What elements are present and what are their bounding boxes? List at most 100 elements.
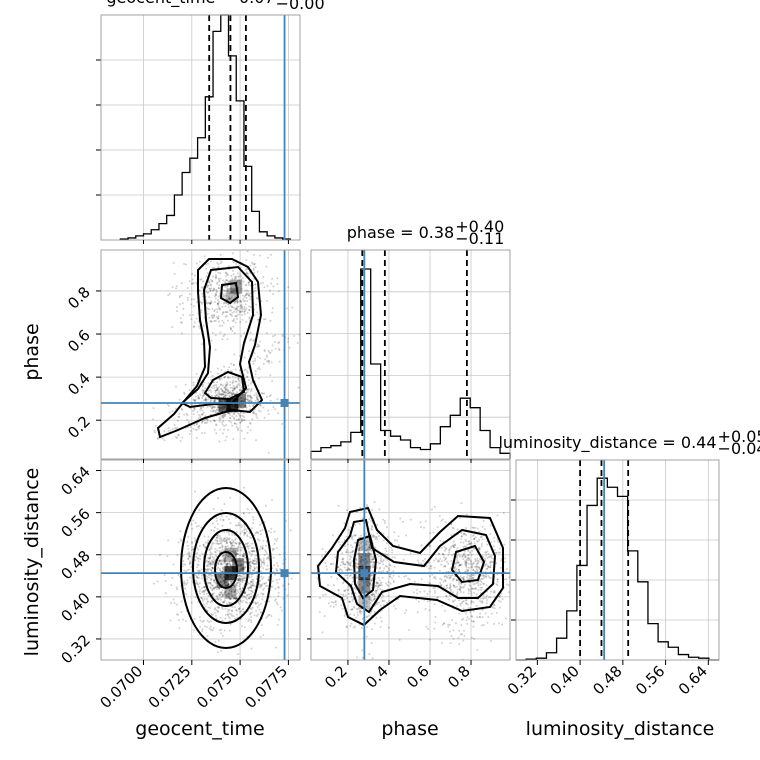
scatter-point bbox=[187, 420, 190, 423]
scatter-point bbox=[419, 521, 422, 524]
scatter-point bbox=[428, 575, 431, 578]
scatter-point bbox=[269, 394, 272, 397]
scatter-point bbox=[377, 570, 380, 573]
scatter-point bbox=[177, 613, 180, 616]
scatter-point bbox=[383, 599, 386, 602]
scatter-point bbox=[202, 603, 205, 606]
scatter-point bbox=[250, 608, 253, 611]
scatter-point bbox=[495, 562, 498, 565]
scatter-point bbox=[210, 628, 213, 631]
scatter-point bbox=[206, 582, 209, 585]
scatter-point bbox=[182, 563, 185, 566]
scatter-point bbox=[380, 584, 383, 587]
scatter-point bbox=[389, 575, 392, 578]
scatter-point bbox=[199, 626, 202, 629]
scatter-point bbox=[215, 288, 218, 291]
scatter-point bbox=[218, 550, 221, 553]
scatter-point bbox=[233, 387, 236, 390]
scatter-point bbox=[354, 523, 357, 526]
panel-frame bbox=[100, 14, 301, 241]
scatter-point bbox=[465, 559, 468, 562]
scatter-point bbox=[361, 601, 364, 604]
scatter-point bbox=[207, 382, 210, 385]
scatter-point bbox=[428, 581, 431, 584]
scatter-point bbox=[476, 540, 479, 543]
scatter-point bbox=[276, 581, 279, 584]
scatter-point bbox=[262, 576, 265, 579]
scatter-point bbox=[449, 642, 452, 645]
scatter-point bbox=[212, 613, 215, 616]
scatter-point bbox=[252, 559, 255, 562]
scatter-point bbox=[198, 427, 201, 430]
scatter-point bbox=[261, 544, 264, 547]
scatter-point bbox=[211, 584, 214, 587]
scatter-point bbox=[237, 546, 240, 549]
scatter-point bbox=[212, 288, 215, 291]
scatter-point bbox=[267, 613, 270, 616]
scatter-point bbox=[377, 593, 380, 596]
scatter-point bbox=[448, 577, 451, 580]
scatter-point bbox=[215, 290, 218, 293]
scatter-point bbox=[241, 577, 244, 580]
scatter-point bbox=[379, 559, 382, 562]
scatter-point bbox=[482, 597, 485, 600]
scatter-point bbox=[359, 610, 362, 613]
scatter-point bbox=[259, 636, 262, 639]
scatter-point bbox=[245, 530, 248, 533]
scatter-point bbox=[432, 587, 435, 590]
scatter-point bbox=[217, 542, 220, 545]
scatter-point bbox=[267, 578, 270, 581]
scatter-point bbox=[197, 426, 200, 429]
scatter-point bbox=[226, 375, 229, 378]
scatter-point bbox=[253, 394, 256, 397]
scatter-point bbox=[232, 363, 235, 366]
scatter-point bbox=[228, 601, 231, 604]
scatter-point bbox=[220, 536, 223, 539]
scatter-point bbox=[247, 550, 250, 553]
scatter-point bbox=[201, 292, 204, 295]
scatter-point bbox=[344, 594, 347, 597]
scatter-point bbox=[474, 526, 477, 529]
scatter-point bbox=[202, 619, 205, 622]
scatter-point bbox=[248, 564, 251, 567]
scatter-point bbox=[223, 391, 226, 394]
scatter-point bbox=[243, 561, 246, 564]
scatter-point bbox=[199, 592, 202, 595]
scatter-point bbox=[245, 528, 248, 531]
scatter-point bbox=[206, 312, 209, 315]
scatter-point bbox=[211, 280, 214, 283]
scatter-point bbox=[222, 558, 225, 561]
scatter-point bbox=[248, 512, 251, 515]
scatter-point bbox=[245, 594, 248, 597]
scatter-point bbox=[273, 530, 276, 533]
scatter-point bbox=[477, 580, 480, 583]
scatter-point bbox=[425, 625, 428, 628]
scatter-point bbox=[383, 519, 386, 522]
scatter-point bbox=[221, 594, 224, 597]
scatter-point bbox=[355, 562, 358, 565]
scatter-point bbox=[184, 563, 187, 566]
scatter-point bbox=[383, 522, 386, 525]
scatter-point bbox=[238, 309, 241, 312]
scatter-point bbox=[355, 607, 358, 610]
scatter-point bbox=[250, 547, 253, 550]
scatter-point bbox=[436, 597, 439, 600]
scatter-point bbox=[417, 561, 420, 564]
scatter-point bbox=[456, 591, 459, 594]
scatter-point bbox=[208, 548, 211, 551]
scatter-point bbox=[225, 381, 228, 384]
scatter-point bbox=[214, 297, 217, 300]
scatter-point bbox=[462, 607, 465, 610]
scatter-point bbox=[478, 549, 481, 552]
scatter-point bbox=[496, 538, 499, 541]
scatter-point bbox=[468, 577, 471, 580]
scatter-point bbox=[208, 564, 211, 567]
scatter-point bbox=[221, 595, 224, 598]
scatter-point bbox=[223, 424, 226, 427]
scatter-point bbox=[440, 604, 443, 607]
scatter-point bbox=[372, 534, 375, 537]
scatter-point bbox=[373, 594, 376, 597]
scatter-point bbox=[238, 583, 241, 586]
scatter-point bbox=[216, 540, 219, 543]
scatter-point bbox=[368, 582, 371, 585]
